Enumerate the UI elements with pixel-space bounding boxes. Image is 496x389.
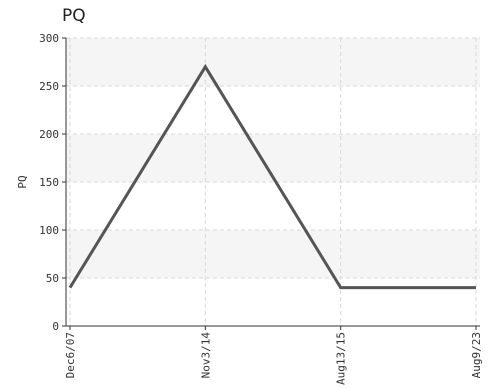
y-tick-label: 300 [39,32,59,45]
series-lines [68,63,476,290]
y-tick-label: 100 [39,224,59,237]
x-tick-label: Nov3/14 [199,332,212,379]
y-tick-label: 0 [52,320,59,333]
grid-lines [66,37,480,326]
y-tick-label: 250 [39,80,59,93]
x-tick-labels: Dec6/07 Nov3/14 Aug13/15 Aug9/23 [64,326,483,385]
y-tick-label: 150 [39,176,59,189]
plot-band [66,38,480,86]
y-axis-label: PQ [16,175,29,188]
y-tick-labels: 0 50 100 150 200 250 300 [39,32,66,333]
x-tick-label: Aug13/15 [335,332,348,385]
x-tick-label: Dec6/07 [64,332,77,378]
plot-band [66,134,480,182]
x-tick-label: Aug9/23 [470,332,483,378]
y-tick-label: 200 [39,128,59,141]
series-line [68,63,476,290]
plot-bands [66,38,480,278]
y-tick-label: 50 [46,272,59,285]
chart-title: PQ [62,6,86,26]
plot-band [66,230,480,278]
